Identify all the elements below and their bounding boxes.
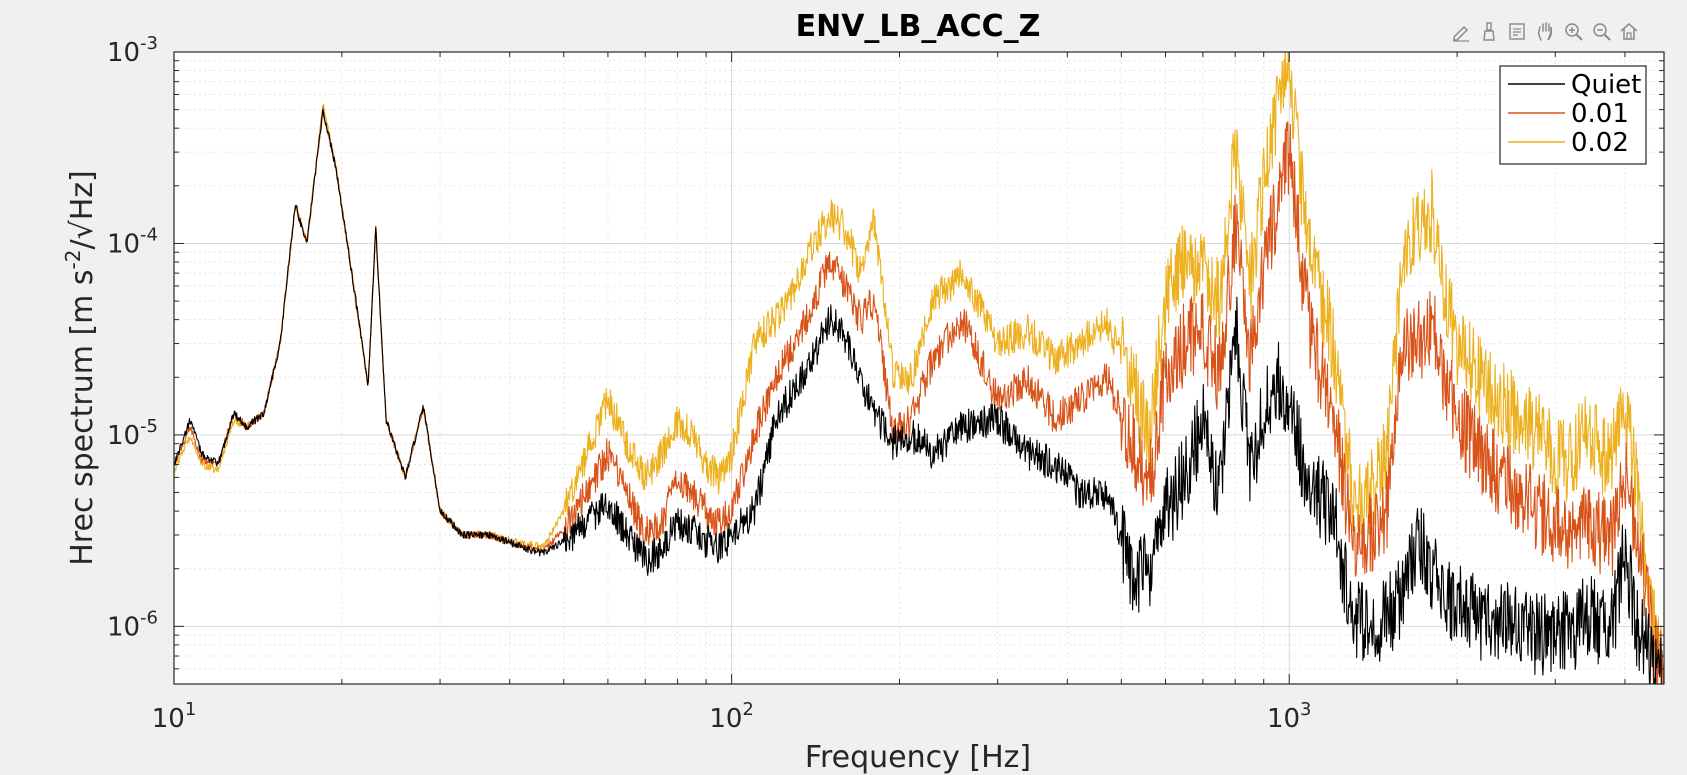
y-tick-label: 10-6	[107, 607, 158, 642]
x-tick-label: 103	[1267, 699, 1312, 734]
axes-toolbar	[1448, 18, 1642, 44]
edit-plot-icon	[1453, 25, 1469, 42]
y-tick-label: 10-5	[107, 416, 158, 451]
legend-box	[1499, 65, 1647, 165]
brush-button[interactable]	[1476, 18, 1502, 44]
series-layer	[174, 52, 1664, 684]
axes-box	[173, 51, 1665, 685]
pan-icon	[1537, 22, 1553, 41]
y-tick-label: 10-4	[107, 224, 158, 259]
x-axis-label: Frequency [Hz]	[805, 740, 1031, 775]
series-line-quiet	[174, 108, 1662, 684]
zoom-out-icon	[1593, 23, 1611, 41]
brush-icon	[1483, 22, 1495, 41]
edit-plot-button[interactable]	[1448, 18, 1474, 44]
home-icon	[1620, 23, 1638, 40]
data-tips-button[interactable]	[1504, 18, 1530, 44]
x-tick-label: 102	[709, 699, 754, 734]
zoom-in-button[interactable]	[1560, 18, 1586, 44]
legend-label: 0.02	[1571, 128, 1629, 158]
pan-button[interactable]	[1532, 18, 1558, 44]
home-button[interactable]	[1616, 18, 1642, 44]
y-axis-label: Hrec spectrum [m s-2/√Hz]	[61, 170, 100, 566]
y-tick-labels: 10-6 10-5 10-4 10-3	[107, 33, 158, 642]
x-tick-labels: 101 102 103	[152, 699, 1312, 734]
zoom-out-button[interactable]	[1588, 18, 1614, 44]
data-tips-icon	[1509, 23, 1525, 40]
chart-title: ENV_LB_ACC_Z	[796, 9, 1041, 44]
plot-area[interactable]	[174, 52, 1664, 684]
x-tick-label: 101	[152, 699, 197, 734]
ticks-layer	[173, 51, 1664, 685]
zoom-in-icon	[1565, 23, 1583, 41]
legend-label: Quiet	[1571, 70, 1641, 100]
y-tick-label: 10-3	[107, 33, 158, 68]
legend-label: 0.01	[1571, 99, 1629, 129]
